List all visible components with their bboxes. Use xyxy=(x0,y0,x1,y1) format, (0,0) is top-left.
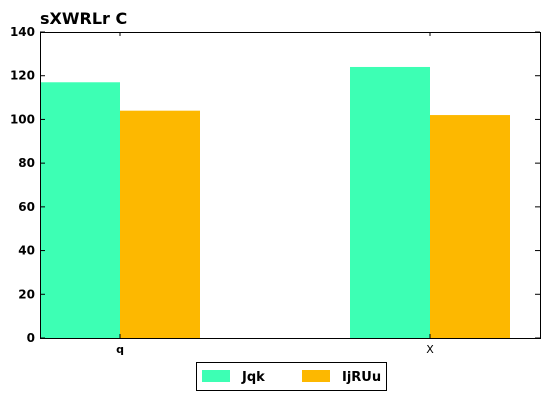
y-tick-label: 0 xyxy=(27,331,35,345)
bar-Jqk-q xyxy=(40,82,120,339)
x-category-label: q xyxy=(116,343,124,356)
y-tick-label: 60 xyxy=(18,200,35,214)
legend-swatch-Jqk xyxy=(202,370,230,382)
bars-group xyxy=(40,66,510,339)
legend-label-IjRUu: IjRUu xyxy=(342,370,381,385)
y-tick-label: 40 xyxy=(18,244,35,258)
y-tick-label: 20 xyxy=(18,287,35,301)
y-tick-label: 100 xyxy=(10,112,35,126)
bar-IjRUu-X xyxy=(430,115,510,338)
y-tick-label: 120 xyxy=(10,69,35,83)
chart-title: sXWRLr C xyxy=(40,9,127,28)
bar-Jqk-X xyxy=(350,66,430,338)
legend: Jqk IjRUu xyxy=(196,362,387,391)
plot-frame xyxy=(40,32,541,339)
y-tick-label: 80 xyxy=(18,156,35,170)
y-axis: 0 20 40 60 80 100 120 140 xyxy=(10,25,540,345)
bar-IjRUu-q xyxy=(120,110,200,338)
legend-swatch-IjRUu xyxy=(302,370,330,382)
y-tick-label: 140 xyxy=(10,25,35,39)
x-category-label: X xyxy=(426,343,434,356)
legend-label-Jqk: Jqk xyxy=(241,370,265,385)
